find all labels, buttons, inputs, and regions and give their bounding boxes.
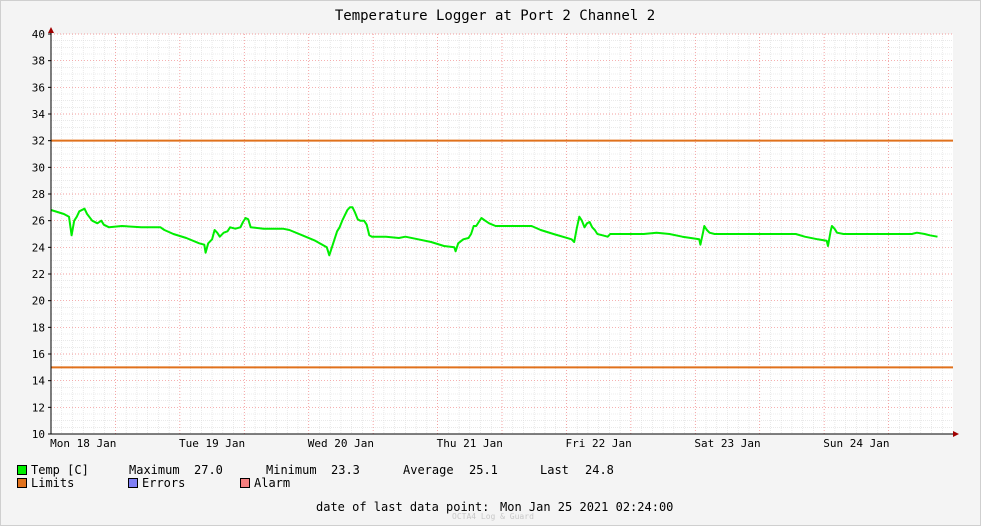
x-tick-label: Sun 24 Jan	[823, 437, 889, 450]
x-tick-labels: Mon 18 Jan Tue 19 Jan Wed 20 Jan Thu 21 Jan…	[50, 437, 889, 450]
x-axis-arrow-icon	[953, 431, 959, 437]
y-tick-label: 16	[32, 348, 45, 361]
errors-label: Errors	[142, 476, 186, 490]
x-tick-label: Fri 22 Jan	[566, 437, 632, 450]
y-tick-label: 34	[32, 108, 46, 121]
y-axis-arrow-icon	[48, 27, 54, 33]
last-label: Last	[540, 463, 569, 477]
x-tick-label: Tue 19 Jan	[179, 437, 245, 450]
alarm-label: Alarm	[254, 476, 291, 490]
y-tick-label: 38	[32, 55, 45, 68]
axes	[48, 27, 959, 437]
y-tick-labels: 10 12 14 16 18 20 22 24 26 28 30 32 34 36 38 40	[32, 28, 51, 441]
y-tick-label: 18	[32, 321, 45, 334]
x-tick-label: Thu 21 Jan	[437, 437, 503, 450]
average-label: Average	[403, 463, 454, 477]
minor-grid	[51, 34, 953, 434]
y-tick-label: 20	[32, 295, 45, 308]
chart-title: Temperature Logger at Port 2 Channel 2	[335, 8, 655, 24]
legend-item-limits: Limits	[17, 477, 74, 489]
x-tick-label: Sat 23 Jan	[694, 437, 760, 450]
limit-lines	[51, 139, 953, 369]
minimum-value: 23.3	[331, 463, 360, 477]
maximum-value: 27.0	[194, 463, 223, 477]
average-value: 25.1	[469, 463, 498, 477]
y-tick-label: 30	[32, 161, 45, 174]
brand-watermark: OCTA4 Log & Guard	[452, 512, 534, 521]
legend-item-errors: Errors	[128, 477, 185, 489]
temp-series-line	[50, 206, 938, 257]
y-tick-label: 32	[32, 135, 45, 148]
x-tick-label: Wed 20 Jan	[308, 437, 374, 450]
legend-item-alarm: Alarm	[240, 477, 290, 489]
errors-swatch-icon	[128, 478, 138, 488]
last-data-point-label: date of last data point:	[316, 500, 490, 514]
x-tick-label: Mon 18 Jan	[50, 437, 116, 450]
series-group	[50, 206, 938, 257]
temperature-chart: 10 12 14 16 18 20 22 24 26 28 30 32 34 36 38 40 Mon 18 …	[32, 8, 959, 450]
y-tick-label: 14	[32, 375, 46, 388]
legend-item-temp: Temp [C]	[17, 464, 89, 476]
y-tick-label: 40	[32, 28, 45, 41]
y-tick-label: 26	[32, 215, 45, 228]
last-value: 24.8	[585, 463, 614, 477]
limits-swatch-icon	[17, 478, 27, 488]
y-tick-label: 10	[32, 428, 45, 441]
y-tick-label: 28	[32, 188, 45, 201]
y-tick-label: 22	[32, 268, 45, 281]
alarm-swatch-icon	[240, 478, 250, 488]
temp-swatch-icon	[17, 465, 27, 475]
y-tick-label: 12	[32, 401, 45, 414]
maximum-label: Maximum	[129, 463, 180, 477]
limits-label: Limits	[31, 476, 75, 490]
y-tick-label: 24	[32, 241, 46, 254]
last-data-point-value: Mon Jan 25 2021 02:24:00	[500, 500, 674, 514]
y-tick-label: 36	[32, 81, 45, 94]
temp-label: Temp [C]	[31, 463, 89, 477]
minimum-label: Minimum	[266, 463, 317, 477]
